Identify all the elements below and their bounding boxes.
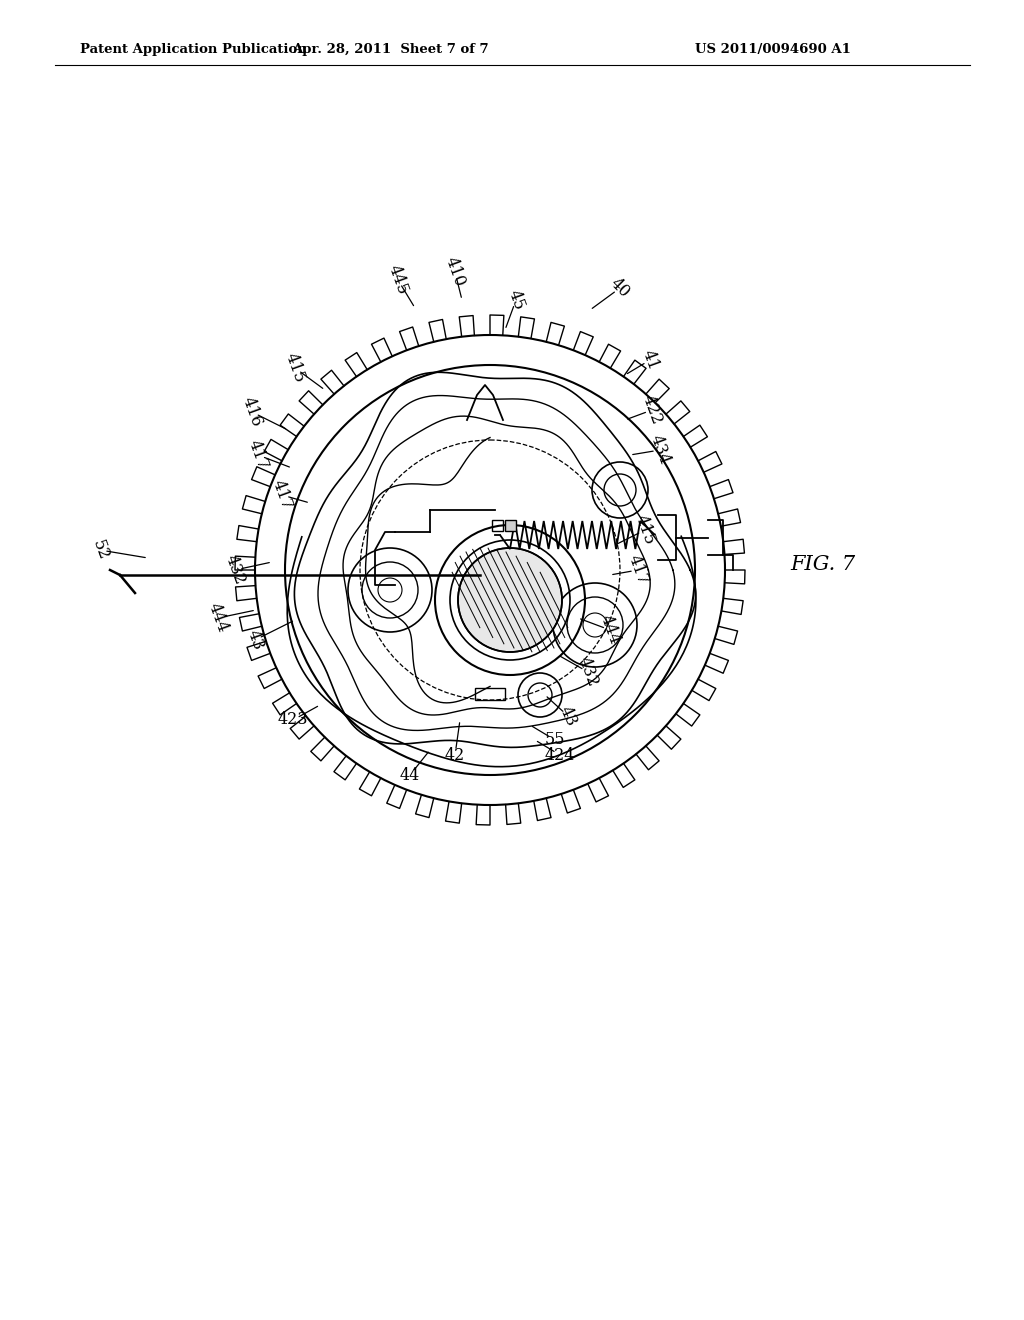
Text: Apr. 28, 2011  Sheet 7 of 7: Apr. 28, 2011 Sheet 7 of 7 [292, 44, 488, 57]
Text: 445: 445 [385, 263, 412, 297]
Bar [505, 520, 516, 531]
Text: 432: 432 [574, 655, 601, 689]
Text: 45: 45 [505, 288, 527, 313]
Text: 52: 52 [88, 537, 112, 562]
Bar [475, 688, 505, 700]
Text: 415: 415 [632, 512, 658, 548]
Text: 43: 43 [244, 627, 266, 652]
Text: 44: 44 [400, 767, 420, 784]
Text: 424: 424 [545, 747, 575, 763]
Text: 417: 417 [245, 438, 271, 473]
Text: 42: 42 [444, 747, 465, 763]
Circle shape [458, 548, 562, 652]
Bar [492, 520, 503, 531]
Text: 415: 415 [282, 351, 308, 385]
Text: 434: 434 [647, 433, 673, 467]
Text: 55: 55 [545, 731, 565, 748]
Text: 43: 43 [556, 704, 580, 729]
Text: 444: 444 [205, 601, 231, 635]
Text: 432: 432 [222, 553, 248, 587]
Text: US 2011/0094690 A1: US 2011/0094690 A1 [695, 44, 851, 57]
Text: 423: 423 [278, 711, 308, 729]
Text: 422: 422 [639, 393, 666, 428]
Text: 417: 417 [625, 553, 651, 587]
Text: 41: 41 [639, 347, 662, 372]
Text: 410: 410 [441, 255, 468, 289]
Text: 417: 417 [268, 478, 295, 512]
Text: 444: 444 [597, 612, 624, 647]
Text: 416: 416 [239, 395, 265, 429]
Text: 40: 40 [607, 275, 633, 301]
Text: Patent Application Publication: Patent Application Publication [80, 44, 307, 57]
Text: FIG. 7: FIG. 7 [790, 556, 855, 574]
